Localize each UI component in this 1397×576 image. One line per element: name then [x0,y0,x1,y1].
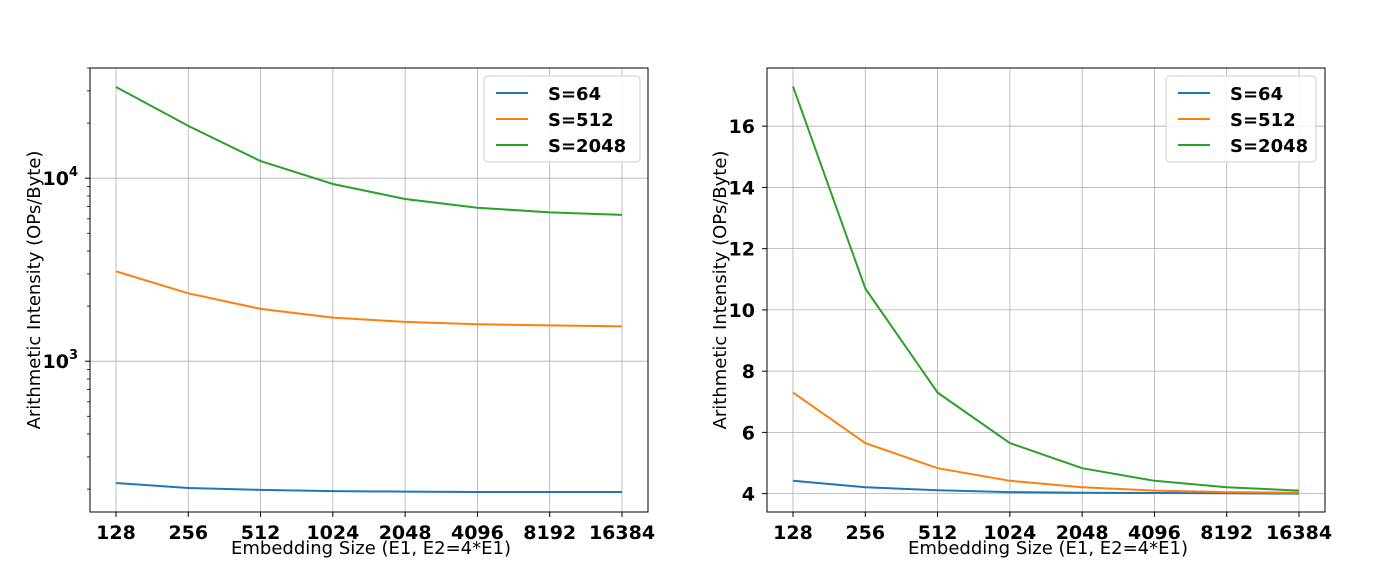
left-chart-log-scale: 128 256 512 1024 2048 4096 8192 16384103104Embe… [24,67,655,559]
x-axis-label: Embedding Size (E1, E2=4*E1) [908,538,1188,559]
series-line-s-64 [792,479,1300,495]
plot-frame [89,67,649,513]
y-axis-label: Arithmetic Intensity (OPs/Byte) [24,151,45,430]
y-tick-label: 14 [729,177,755,199]
legend-label: S=2048 [548,136,626,157]
x-tick-label: 4096 [1128,522,1181,544]
legend-box [1165,75,1317,163]
legend-label: S=512 [548,110,614,131]
series-line-s-2048 [115,86,623,216]
legend: S=64 S=512 S=2048 [483,75,641,163]
legend-label: S=64 [1230,84,1283,105]
x-tick-label: 128 [96,522,136,544]
y-tick-label: 16 [729,116,755,138]
legend-box [483,75,641,163]
legend: S=64 S=512 S=2048 [1165,75,1317,163]
x-tick-label: 256 [168,522,208,544]
x-tick-label: 16384 [589,522,655,544]
legend-label: S=512 [1230,110,1296,131]
y-tick-label: 6 [742,422,755,444]
y-tick-label: 12 [729,239,755,261]
series-line-s-512 [115,270,623,328]
y-tick-base: 10 [43,168,69,190]
x-tick-label: 128 [773,522,813,544]
series-line-s-2048 [792,86,1300,492]
series-line-s-64 [115,482,622,493]
x-tick-label: 1024 [983,522,1036,544]
y-tick-label: 103 [43,348,79,373]
y-tick-base: 10 [43,351,69,373]
x-tick-label: 8192 [523,522,576,544]
y-tick-exponent: 4 [69,165,78,180]
legend-label: S=2048 [1230,136,1308,157]
y-tick-label: 104 [43,165,79,190]
x-tick-label: 4096 [451,522,504,544]
x-tick-label: 1024 [306,522,359,544]
legend-label: S=64 [548,84,601,105]
x-tick-label: 16384 [1266,522,1332,544]
y-tick-label: 4 [742,484,755,506]
y-tick-label: 8 [742,361,755,383]
series-line-s-512 [792,391,1300,494]
right-chart-linear-scale: 128 256 512 1024 2048 4096 8192 16384 4 6 8 10 12 14 1… [710,67,1332,559]
x-axis-label: Embedding Size (E1, E2=4*E1) [231,538,511,559]
x-tick-label: 2048 [379,522,432,544]
x-tick-label: 256 [845,522,885,544]
y-axis-label: Arithmetic Intensity (OPs/Byte) [710,151,731,430]
x-tick-label: 2048 [1056,522,1109,544]
y-tick-exponent: 3 [69,348,78,363]
plot-frame [766,67,1326,513]
y-tick-label: 10 [729,300,755,322]
x-tick-label: 8192 [1200,522,1253,544]
x-tick-label: 512 [241,522,281,544]
x-tick-label: 512 [918,522,958,544]
